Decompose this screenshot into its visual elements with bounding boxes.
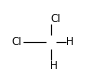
Text: Cl: Cl: [50, 14, 60, 24]
Text: Cl: Cl: [11, 37, 21, 47]
Text: H: H: [66, 37, 73, 47]
Text: H: H: [50, 60, 58, 71]
